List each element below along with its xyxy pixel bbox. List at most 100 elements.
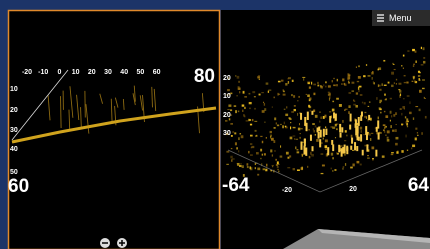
depth-scale-label: 30: [10, 127, 18, 134]
return-speck: [244, 96, 247, 97]
return-speck: [391, 154, 394, 155]
return-speck: [395, 143, 398, 146]
return-speck: [419, 109, 421, 111]
return-speck: [422, 79, 425, 81]
return-speck: [268, 90, 271, 91]
return-speck: [293, 168, 295, 170]
return-speck: [250, 135, 253, 137]
return-speck: [280, 124, 282, 125]
return-speck: [419, 78, 420, 81]
return-speck: [333, 78, 335, 79]
return-speck: [347, 73, 349, 75]
return-speck: [372, 158, 374, 159]
return-speck: [341, 83, 343, 85]
return-speck: [325, 127, 326, 128]
return-speck: [301, 167, 303, 170]
return-speck: [262, 110, 265, 113]
return-speck: [368, 133, 370, 135]
return-speck: [323, 84, 324, 86]
return-speck: [360, 134, 362, 141]
return-speck: [355, 123, 357, 127]
return-speck: [238, 150, 239, 152]
return-speck: [413, 65, 414, 67]
return-speck: [250, 143, 252, 144]
depth-scale-label: 50: [10, 169, 18, 176]
zoom-in-button[interactable]: [117, 238, 127, 248]
return-speck: [407, 50, 409, 51]
return-speck: [232, 131, 233, 132]
return-speck: [314, 130, 315, 133]
return-speck: [360, 127, 362, 130]
return-speck: [315, 125, 317, 127]
return-speck: [294, 105, 296, 107]
return-speck: [264, 103, 265, 106]
sonar-screen: Menu 60 80 -64 64 -20-100102030405060102…: [0, 0, 430, 249]
return-speck: [280, 145, 281, 147]
return-speck: [384, 85, 387, 86]
return-speck: [398, 89, 400, 90]
return-speck: [248, 151, 249, 153]
return-speck: [332, 127, 335, 129]
return-speck: [225, 120, 227, 122]
depth-scale-label: 10: [10, 86, 18, 93]
return-speck: [235, 110, 237, 113]
return-speck: [307, 82, 310, 83]
side-view-panel[interactable]: [9, 11, 220, 249]
return-speck: [334, 169, 336, 171]
return-speck: [328, 85, 331, 87]
return-speck: [249, 166, 251, 169]
return-speck: [274, 117, 276, 120]
return-speck: [364, 102, 366, 104]
return-speck: [407, 126, 408, 127]
return-speck: [243, 114, 244, 116]
top-scale-label: 50: [137, 69, 145, 76]
return-speck: [247, 163, 249, 165]
return-speck: [237, 163, 240, 164]
return-speck: [325, 81, 326, 83]
return-speck: [415, 50, 417, 52]
return-speck: [401, 113, 402, 116]
return-speck: [403, 55, 405, 57]
return-speck: [353, 104, 356, 106]
return-speck: [354, 142, 356, 150]
return-speck: [348, 105, 350, 108]
return-speck: [356, 146, 358, 151]
return-speck: [352, 82, 355, 84]
return-speck: [343, 166, 345, 168]
return-speck: [252, 119, 253, 121]
return-speck: [291, 94, 292, 96]
return-speck: [360, 94, 363, 96]
return-speck: [283, 94, 286, 96]
return-speck: [304, 117, 306, 126]
return-speck: [371, 133, 373, 134]
return-speck: [415, 61, 416, 63]
return-speck: [297, 100, 298, 101]
return-speck: [230, 156, 232, 159]
return-speck: [391, 72, 394, 75]
zoom-out-button[interactable]: [100, 238, 110, 248]
return-speck: [385, 99, 387, 100]
return-speck: [387, 137, 389, 139]
top-scale-label: 60: [153, 69, 161, 76]
return-speck: [317, 82, 319, 84]
return-speck: [257, 174, 259, 176]
return-speck: [310, 152, 312, 155]
menu-button[interactable]: Menu: [372, 10, 430, 26]
return-speck: [340, 133, 342, 138]
return-speck: [265, 169, 267, 172]
depth-scale-label: 10: [223, 93, 231, 100]
return-speck: [400, 94, 401, 96]
return-speck: [358, 117, 360, 126]
return-speck: [361, 111, 363, 116]
return-speck: [328, 94, 331, 96]
return-speck: [338, 145, 340, 153]
return-speck: [348, 111, 350, 114]
return-speck: [228, 104, 231, 106]
return-speck: [240, 133, 242, 134]
return-speck: [262, 141, 263, 143]
return-speck: [303, 146, 305, 155]
return-speck: [260, 158, 261, 159]
return-speck: [368, 106, 370, 107]
return-speck: [241, 135, 244, 138]
return-speck: [237, 76, 240, 79]
